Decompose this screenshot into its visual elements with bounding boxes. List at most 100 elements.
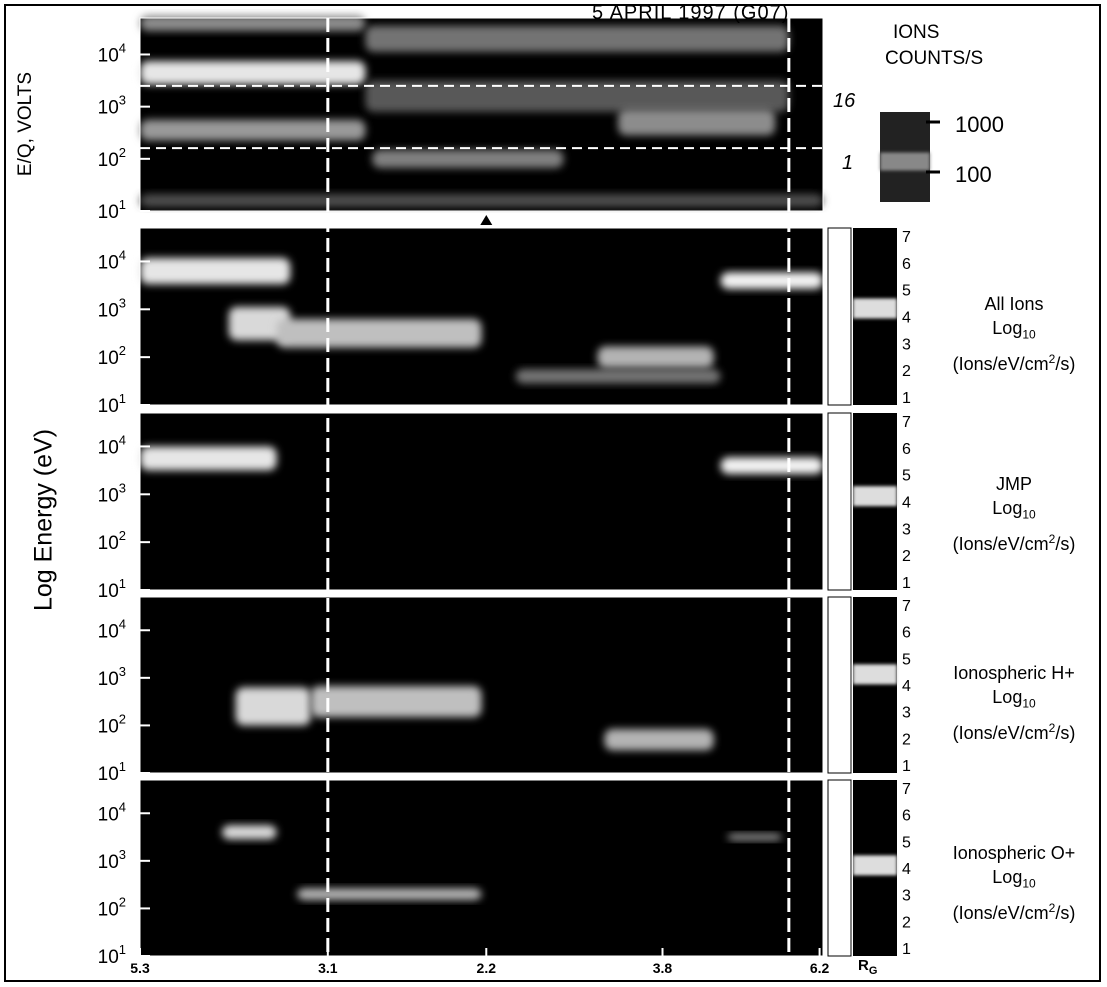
x-tick-label: 2.2: [477, 960, 497, 976]
contour-label-1: 1: [842, 152, 854, 174]
top-panel-intensity-region: [618, 109, 776, 136]
figure-frame: [4, 4, 1101, 982]
jmp-panel-y-tick-label: 104: [98, 432, 126, 458]
ionospheric-h-colorbar-band: [853, 664, 897, 685]
figure-title: 5 APRIL 1997 (G07): [592, 2, 790, 24]
panel-label-jmp-name: JMP: [996, 474, 1032, 494]
ionospheric-o-panel-y-tick-label: 102: [98, 894, 126, 920]
all-ions-panel-y-tick-label: 102: [98, 343, 126, 369]
jmp-colorbar-tick-label: 3: [902, 521, 911, 538]
ionospheric-h-colorbar-tick-label: 5: [902, 651, 911, 668]
top-colorbar-band: [880, 152, 930, 171]
ionospheric-o-panel-y-tick-label: 103: [98, 847, 126, 873]
jmp-panel-intensity-region: [720, 457, 823, 474]
x-unit-label: topRG: [858, 957, 877, 977]
panel-label-ionospheric-o-log: Log10: [992, 867, 1036, 891]
all-ions-colorbar-tick-label: 4: [902, 310, 911, 327]
ionospheric-h-panel-background: [140, 597, 823, 773]
panel-label-ionospheric-o: Ionospheric O+ Log10 (Ions/eV/cm2/s): [953, 841, 1076, 925]
ionospheric-h-panel-intensity-region: [604, 728, 714, 751]
ionospheric-o-panel-intensity-region: [221, 825, 277, 840]
all-ions-colorbar-tick-label: 6: [902, 256, 911, 273]
jmp-white-strip: [827, 412, 852, 591]
panels-layer: [139, 15, 824, 957]
x-unit-r: R: [858, 957, 869, 974]
top-panel-intensity-region: [365, 25, 789, 52]
jmp-colorbar-tick-label: 2: [902, 548, 911, 565]
all-ions-panel-border: [139, 227, 824, 406]
top-panel-intensity-region: [140, 119, 366, 141]
ionospheric-h-panel-y-tick-label: 102: [98, 711, 126, 737]
all-ions-colorbar-tick-label: 5: [902, 283, 911, 300]
all-ions-colorbar-tick-label: 1: [902, 390, 911, 407]
top-panel-intensity-region: [140, 60, 366, 85]
ionospheric-o-panel-border: [139, 779, 824, 957]
top-panel-intensity-region: [372, 149, 564, 168]
panel-label-all-ions-units: (Ions/eV/cm2/s): [952, 351, 1076, 374]
panel-label-ionospheric-h-log: Log10: [992, 687, 1036, 711]
jmp-panel-border: [139, 412, 824, 591]
ionospheric-o-panel-y-tick-label: 104: [98, 799, 126, 825]
panel-label-ionospheric-h-name: Ionospheric H+: [953, 663, 1075, 683]
ionospheric-h-colorbar-tick-label: 6: [902, 625, 911, 642]
ionospheric-o-colorbar-tick-label: 6: [902, 808, 911, 825]
ionospheric-o-colorbar-tick-label: 5: [902, 834, 911, 851]
all-ions-panel-y-tick-label: 101: [98, 391, 126, 417]
jmp-panel-y-tick-label: 101: [98, 576, 126, 602]
all-ions-panel-intensity-region: [228, 306, 291, 341]
ionospheric-o-colorbar-tick-label: 3: [902, 888, 911, 905]
x-tick-label: 3.1: [318, 960, 338, 976]
top-panel-intensity-region: [140, 15, 366, 31]
all-ions-colorbar-tick-label: 7: [902, 229, 911, 246]
ionospheric-h-panel-y-tick-label: 101: [98, 759, 126, 785]
ionospheric-h-colorbar-tick-label: 4: [902, 678, 911, 695]
jmp-colorbar-tick-label: 1: [902, 575, 911, 592]
jmp-colorbar-tick-label: 7: [902, 414, 911, 431]
ionospheric-h-panel-border: [139, 596, 824, 774]
ionospheric-o-panel-intensity-region: [727, 833, 783, 841]
ionospheric-h-panel-y-tick-label: 104: [98, 616, 126, 642]
ionospheric-o-colorbar-band: [853, 855, 897, 876]
panel-label-ionospheric-h: Ionospheric H+ Log10 (Ions/eV/cm2/s): [953, 661, 1076, 745]
ionospheric-h-colorbar: [853, 597, 897, 773]
panel-label-jmp-log: Log10: [992, 498, 1036, 522]
colorbar-tick-1000: 1000: [955, 112, 1004, 137]
jmp-panel-intensity-region: [140, 446, 277, 471]
ionospheric-o-panel-background: [140, 780, 823, 956]
all-ions-panel-intensity-region: [140, 257, 291, 285]
colorbar-tick-100: 100: [955, 162, 992, 187]
ionospheric-o-colorbar-tick-label: 1: [902, 941, 911, 958]
all-ions-colorbar-tick-label: 3: [902, 336, 911, 353]
panel-label-ionospheric-o-name: Ionospheric O+: [952, 843, 1076, 863]
main-y-axis-label: Log Energy (eV): [29, 428, 58, 612]
all-ions-colorbar-tick-label: 2: [902, 363, 911, 380]
x-tick-label: 6.2: [810, 960, 830, 976]
ionospheric-o-colorbar-tick-label: 4: [902, 861, 911, 878]
ionospheric-h-panel-y-tick-label: 103: [98, 664, 126, 690]
all-ions-colorbar-band: [853, 298, 897, 319]
ionospheric-o-colorbar-tick-label: 2: [902, 914, 911, 931]
ionospheric-o-panel-intensity-region: [297, 888, 482, 901]
panel-label-ionospheric-h-units: (Ions/eV/cm2/s): [952, 720, 1076, 743]
jmp-colorbar-band: [853, 486, 897, 507]
panel-label-all-ions: All Ions Log10 (Ions/eV/cm2/s): [953, 292, 1076, 376]
all-ions-panel-y-tick-label: 104: [98, 247, 126, 273]
panel-label-jmp: JMP Log10 (Ions/eV/cm2/s): [953, 472, 1076, 556]
panel-label-all-ions-name: All Ions: [984, 294, 1044, 314]
ionospheric-o-white-strip: [827, 779, 852, 957]
all-ions-panel-intensity-region: [720, 272, 823, 289]
ionospheric-h-colorbar-tick-label: 7: [902, 598, 911, 615]
jmp-panel-y-tick-label: 103: [98, 480, 126, 506]
ionospheric-h-colorbar-tick-label: 2: [902, 731, 911, 748]
all-ions-panel-intensity-region: [276, 318, 482, 348]
colorbar-title-line1: IONS: [893, 22, 940, 43]
ionospheric-o-panel-y-tick-label: 101: [98, 942, 126, 968]
jmp-colorbar-tick-label: 4: [902, 495, 911, 512]
top-panel-y-tick-label: 104: [98, 40, 126, 66]
top-panel-intensity-region: [365, 80, 789, 112]
axes-layer: 104 103 102 101 104 103 102 101 7 6 5 4 3 2 1 104 103 102…: [98, 18, 940, 976]
all-ions-panel-y-tick-label: 103: [98, 295, 126, 321]
top-panel-intensity-region: [140, 194, 823, 208]
top-y-axis-label: E/Q, VOLTS: [15, 71, 36, 177]
ionospheric-h-colorbar-tick-label: 1: [902, 758, 911, 775]
